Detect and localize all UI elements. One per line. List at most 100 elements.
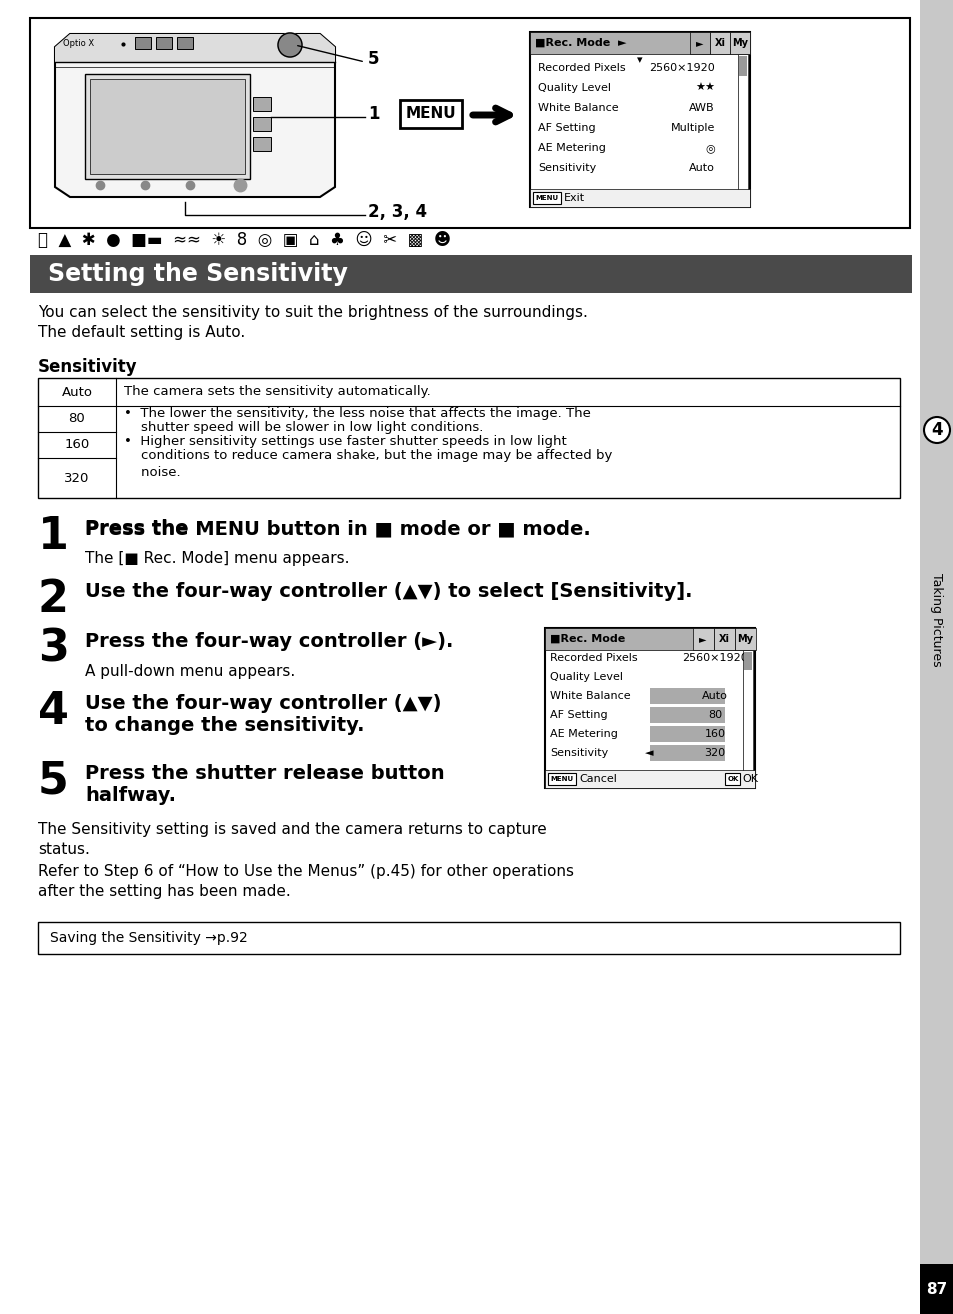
Text: Auto: Auto (61, 385, 92, 398)
Bar (253, 97, 271, 110)
Text: The default setting is Auto.: The default setting is Auto. (38, 325, 245, 340)
Polygon shape (55, 34, 335, 62)
Bar (689, 32, 709, 54)
Text: AE Metering: AE Metering (537, 143, 605, 152)
Text: Setting the Sensitivity: Setting the Sensitivity (48, 261, 348, 286)
Bar (38, 378, 899, 498)
Text: 1: 1 (38, 515, 69, 558)
Bar (544, 628, 754, 650)
Bar (743, 652, 751, 670)
Text: ►: ► (699, 633, 706, 644)
Bar (30, 18, 909, 229)
Text: Use the four-way controller (▲▼) to select [Sensitivity].: Use the four-way controller (▲▼) to sele… (85, 582, 692, 600)
Text: conditions to reduce camera shake, but the image may be affected by: conditions to reduce camera shake, but t… (124, 449, 612, 463)
Text: Sensitivity: Sensitivity (537, 163, 596, 173)
Text: Quality Level: Quality Level (550, 671, 622, 682)
Text: 5: 5 (38, 759, 69, 803)
Text: to change the sensitivity.: to change the sensitivity. (85, 716, 364, 735)
Circle shape (277, 33, 302, 57)
Bar (919, 1264, 953, 1314)
Text: White Balance: White Balance (550, 691, 630, 700)
Text: Cancel: Cancel (578, 774, 617, 784)
Text: ◎: ◎ (704, 143, 714, 152)
Bar (530, 32, 749, 54)
Text: 160: 160 (703, 729, 724, 738)
Text: Xi: Xi (714, 38, 724, 49)
Text: OK: OK (726, 777, 738, 782)
Bar (734, 628, 755, 650)
Bar (135, 37, 151, 49)
Text: AF Setting: AF Setting (537, 124, 595, 133)
Bar (729, 32, 749, 54)
Text: ▾: ▾ (637, 55, 642, 64)
Text: Xi: Xi (718, 633, 729, 644)
Bar (724, 773, 740, 784)
Text: 3: 3 (38, 628, 69, 671)
Bar (533, 192, 560, 204)
Bar (692, 628, 713, 650)
Text: Auto: Auto (688, 163, 714, 173)
Text: White Balance: White Balance (537, 102, 618, 113)
Text: ◄: ◄ (644, 748, 653, 758)
Text: Press the: Press the (85, 519, 195, 537)
Bar (649, 689, 724, 704)
Text: ►: ► (696, 38, 703, 49)
Text: Use the four-way controller (▲▼): Use the four-way controller (▲▼) (85, 694, 441, 714)
Text: Saving the Sensitivity →p.92: Saving the Sensitivity →p.92 (50, 932, 248, 945)
Text: Auto: Auto (701, 691, 727, 700)
Polygon shape (55, 34, 335, 197)
Text: 4: 4 (38, 690, 69, 733)
Circle shape (923, 417, 949, 443)
Text: 160: 160 (64, 439, 90, 452)
Text: shutter speed will be slower in low light conditions.: shutter speed will be slower in low ligh… (124, 422, 483, 435)
Bar (649, 707, 724, 723)
Bar (713, 628, 734, 650)
Text: 1: 1 (368, 105, 379, 124)
Bar (547, 773, 576, 784)
Text: Multiple: Multiple (670, 124, 714, 133)
Text: A pull-down menu appears.: A pull-down menu appears. (85, 664, 294, 679)
Text: MENU: MENU (550, 777, 573, 782)
Text: ■Rec. Mode: ■Rec. Mode (550, 633, 624, 644)
Text: Optio X: Optio X (63, 39, 94, 49)
Text: noise.: noise. (124, 465, 180, 478)
Bar (30, 255, 911, 293)
Text: after the setting has been made.: after the setting has been made. (38, 884, 291, 899)
Text: 2560×1920: 2560×1920 (681, 653, 747, 664)
Text: ★★: ★★ (695, 83, 714, 93)
Text: •  The lower the sensitivity, the less noise that affects the image. The: • The lower the sensitivity, the less no… (124, 407, 590, 420)
Bar (739, 57, 746, 76)
Text: AE Metering: AE Metering (550, 729, 618, 738)
Text: 87: 87 (925, 1281, 946, 1297)
Text: Press the shutter release button: Press the shutter release button (85, 763, 444, 783)
Bar (530, 32, 749, 208)
Bar (738, 54, 747, 197)
Text: 320: 320 (64, 472, 90, 485)
Bar (530, 189, 749, 208)
Text: My: My (731, 38, 747, 49)
Text: 320: 320 (703, 748, 725, 758)
Text: Press the four-way controller (►).: Press the four-way controller (►). (85, 632, 453, 650)
Text: AWB: AWB (689, 102, 714, 113)
Bar (253, 117, 271, 131)
Text: 2, 3, 4: 2, 3, 4 (368, 202, 427, 221)
Text: Sensitivity: Sensitivity (550, 748, 608, 758)
Bar (709, 32, 729, 54)
Bar (177, 37, 193, 49)
Text: Recorded Pixels: Recorded Pixels (550, 653, 637, 664)
Text: Sensitivity: Sensitivity (38, 357, 137, 376)
Text: 80: 80 (707, 710, 721, 720)
Text: Refer to Step 6 of “How to Use the Menus” (p.45) for other operations: Refer to Step 6 of “How to Use the Menus… (38, 865, 574, 879)
Text: MENU: MENU (535, 194, 558, 201)
Text: My: My (737, 633, 752, 644)
Text: The camera sets the sensitivity automatically.: The camera sets the sensitivity automati… (124, 385, 431, 398)
Text: ■Rec. Mode  ►: ■Rec. Mode ► (535, 38, 626, 49)
Text: Ⓟ  ▲  ✱  ●  ■▬  ≈≈  ☀  8  ◎  ▣  ⌂  ♣  ☺  ✂  ▩  ☻: Ⓟ ▲ ✱ ● ■▬ ≈≈ ☀ 8 ◎ ▣ ⌂ ♣ ☺ ✂ ▩ ☻ (38, 231, 451, 248)
Text: The Sensitivity setting is saved and the camera returns to capture: The Sensitivity setting is saved and the… (38, 823, 546, 837)
Text: 2: 2 (38, 578, 69, 622)
Text: MENU: MENU (405, 106, 456, 121)
Bar (544, 770, 754, 788)
Bar (38, 922, 899, 954)
Bar (156, 37, 172, 49)
Bar (399, 100, 461, 127)
